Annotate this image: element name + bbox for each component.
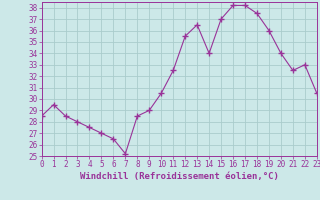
X-axis label: Windchill (Refroidissement éolien,°C): Windchill (Refroidissement éolien,°C) bbox=[80, 172, 279, 181]
